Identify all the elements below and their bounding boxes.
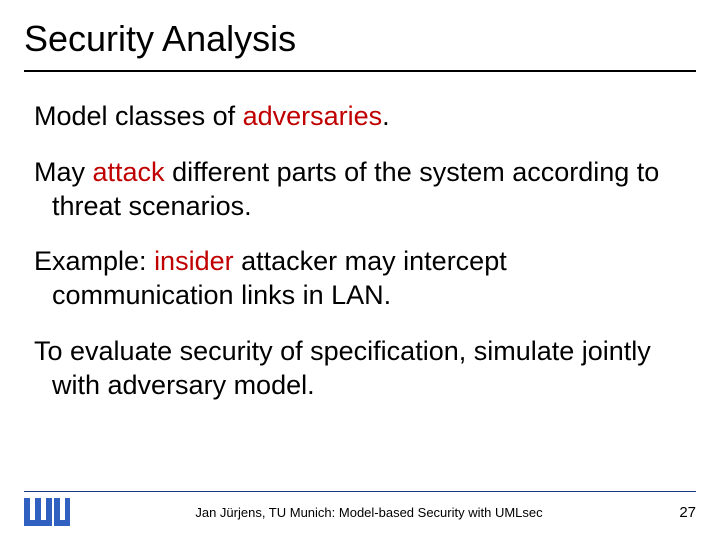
footer-text: Jan Jürjens, TU Munich: Model-based Secu… <box>70 505 668 520</box>
para-3-highlight: insider <box>154 246 234 276</box>
para-1-pre: Model classes of <box>34 101 243 131</box>
slide-footer: Jan Jürjens, TU Munich: Model-based Secu… <box>0 491 720 526</box>
paragraph-1: Model classes of adversaries. <box>34 100 686 134</box>
para-2-highlight: attack <box>93 157 165 187</box>
slide-body: Model classes of adversaries. May attack… <box>24 100 696 402</box>
para-1-highlight: adversaries <box>243 101 383 131</box>
para-3-pre: Example: <box>34 246 154 276</box>
slide: Security Analysis Model classes of adver… <box>0 0 720 540</box>
paragraph-4: To evaluate security of specification, s… <box>34 335 686 403</box>
para-4-pre: To evaluate security of specification, s… <box>34 336 651 400</box>
footer-row: Jan Jürjens, TU Munich: Model-based Secu… <box>24 498 696 526</box>
tum-logo-path <box>24 498 70 526</box>
paragraph-3: Example: insider attacker may intercept … <box>34 245 686 313</box>
page-number: 27 <box>668 504 696 521</box>
footer-divider <box>24 491 696 492</box>
tum-logo-icon <box>24 498 70 526</box>
title-divider <box>24 70 696 72</box>
slide-title: Security Analysis <box>24 18 696 60</box>
paragraph-2: May attack different parts of the system… <box>34 156 686 224</box>
para-2-pre: May <box>34 157 93 187</box>
para-1-post: . <box>382 101 390 131</box>
